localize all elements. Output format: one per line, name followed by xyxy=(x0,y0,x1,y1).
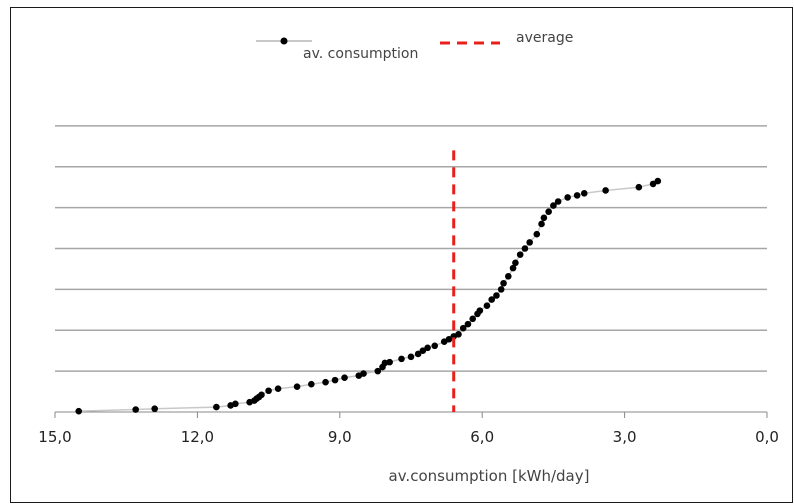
data-point xyxy=(308,380,315,388)
data-point xyxy=(151,405,158,413)
data-point xyxy=(516,251,524,258)
data-point xyxy=(476,307,484,314)
data-point xyxy=(464,320,472,328)
legend-consumption-label: av. consumption xyxy=(303,46,418,62)
data-point xyxy=(469,315,477,323)
data-point xyxy=(649,180,657,188)
x-tick-label: 6,0 xyxy=(470,428,494,446)
data-point xyxy=(497,286,505,293)
data-point xyxy=(75,407,83,415)
legend-average-label: average xyxy=(516,30,573,46)
data-point xyxy=(258,391,265,399)
data-point xyxy=(293,383,301,390)
data-point xyxy=(602,187,609,194)
series-line xyxy=(78,180,659,412)
data-point xyxy=(540,214,548,222)
x-axis-title: av.consumption [kWh/day] xyxy=(389,467,590,485)
data-point xyxy=(424,344,431,352)
data-point xyxy=(331,376,339,384)
x-tick-label: 3,0 xyxy=(613,428,637,446)
x-tick-label: 12,0 xyxy=(181,428,214,446)
gridlines xyxy=(55,125,767,372)
data-point xyxy=(554,198,562,205)
x-tick-label: 0,0 xyxy=(755,428,779,446)
legend-consumption-marker xyxy=(280,37,288,45)
data-point xyxy=(521,245,529,252)
data-point xyxy=(580,190,588,197)
data-point xyxy=(505,272,512,280)
x-tick-label: 9,0 xyxy=(328,428,352,446)
data-point xyxy=(445,335,453,343)
data-point xyxy=(360,370,367,377)
data-point xyxy=(386,358,393,366)
data-point xyxy=(509,264,517,272)
data-point xyxy=(398,355,405,363)
data-point xyxy=(500,279,507,287)
data-point xyxy=(483,302,491,310)
data-point xyxy=(488,296,495,303)
series-av-consumption xyxy=(75,177,662,415)
data-point xyxy=(322,378,329,386)
data-point xyxy=(132,406,139,413)
data-point xyxy=(265,387,272,395)
data-point xyxy=(526,239,533,246)
x-tick-label: 15,0 xyxy=(38,428,71,446)
data-point xyxy=(538,220,545,228)
data-point xyxy=(533,230,541,238)
data-point xyxy=(407,353,415,361)
data-point xyxy=(232,400,239,408)
data-point xyxy=(550,202,557,209)
data-point xyxy=(431,342,439,350)
data-point xyxy=(635,183,643,191)
data-point xyxy=(459,324,467,332)
data-point xyxy=(341,374,348,381)
data-point xyxy=(512,259,519,267)
data-point xyxy=(213,403,220,411)
data-point xyxy=(573,192,581,199)
data-point xyxy=(455,331,462,338)
data-point xyxy=(545,208,552,216)
chart-frame xyxy=(10,7,793,503)
data-point xyxy=(564,194,571,201)
x-axis-ticks: 15,0 12,0 9,0 6,0 3,0 0,0 xyxy=(38,412,779,446)
data-point xyxy=(419,347,427,354)
data-point xyxy=(274,385,282,393)
data-point xyxy=(414,350,422,358)
data-point xyxy=(374,367,382,375)
legend: av. consumption average xyxy=(256,30,573,62)
data-point xyxy=(493,292,500,299)
data-point xyxy=(654,177,662,185)
